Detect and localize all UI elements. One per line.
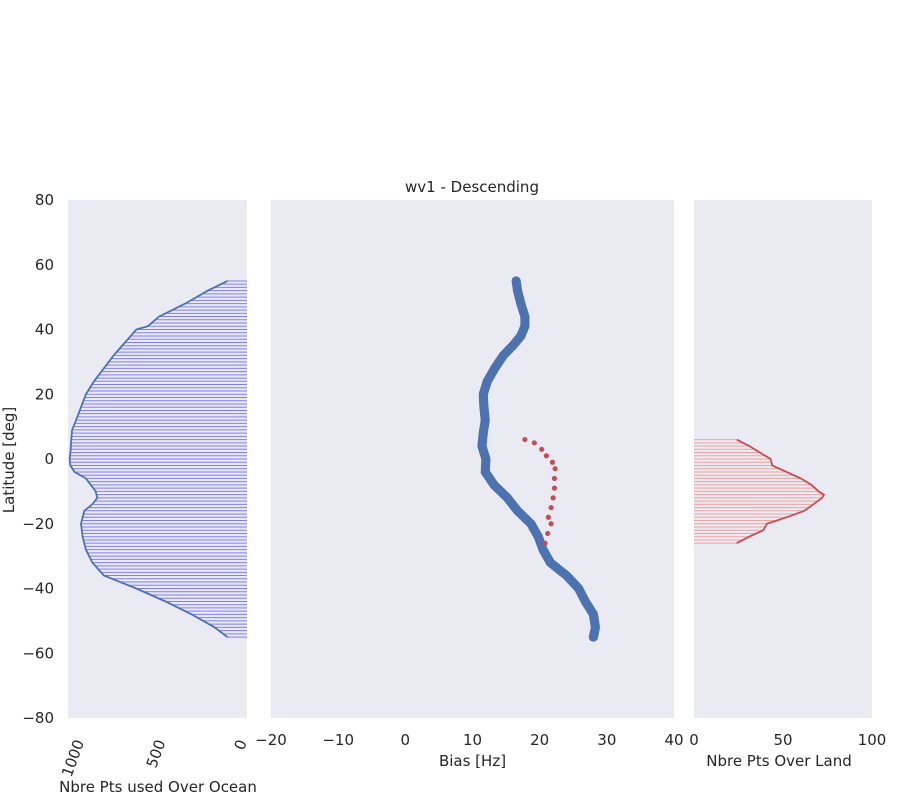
bias-land-point <box>531 440 537 446</box>
latitude-tick-label: −20 <box>22 515 54 533</box>
ocean-count-axis-ticks: 1000 500 0 <box>58 737 251 779</box>
land-count-marks <box>694 438 826 544</box>
count-profile-line <box>68 280 229 638</box>
bias-land-point <box>551 475 558 482</box>
bias-tick-label: 30 <box>597 731 616 749</box>
figure-title: wv1 - Descending <box>405 178 539 196</box>
ocean-count-panel: 80 60 40 20 0 −20 −40 −60 −80 1000 500 0 Latitude … <box>0 191 257 796</box>
bias-ocean-series <box>477 276 601 642</box>
bias-land-series <box>522 436 558 546</box>
land-count-tick-label: 50 <box>773 731 792 749</box>
latitude-tick-label: −60 <box>22 644 54 662</box>
bias-land-point <box>522 436 528 443</box>
latitude-tick-label: −40 <box>22 580 54 598</box>
ocean-count-axis-label: Nbre Pts used Over Ocean <box>59 778 257 796</box>
latitude-tick-label: −80 <box>22 709 54 727</box>
bias-land-point <box>543 453 549 459</box>
bias-ocean-point <box>588 632 599 642</box>
latitude-tick-label: 0 <box>44 450 54 468</box>
ocean-count-tick-label: 1000 <box>58 737 88 779</box>
land-count-axis-ticks: 0 50 100 <box>689 731 886 749</box>
land-count-panel: 0 50 100 Nbre Pts Over Land <box>689 200 886 770</box>
bias-tick-label: 0 <box>401 731 411 749</box>
latitude-tick-label: 60 <box>35 256 54 274</box>
latitude-axis-label: Latitude [deg] <box>0 407 18 513</box>
bias-tick-label: −10 <box>322 731 354 749</box>
bias-land-point <box>542 540 548 546</box>
bias-land-point <box>552 466 558 472</box>
latitude-tick-label: 40 <box>35 321 54 339</box>
ocean-count-tick-label: 0 <box>231 737 251 752</box>
bias-land-point <box>551 485 558 491</box>
bias-panel: −20 −10 0 10 20 30 40 Bias [Hz] <box>255 200 684 770</box>
bias-tick-label: 10 <box>463 731 482 749</box>
land-count-tick-label: 100 <box>858 731 887 749</box>
bias-land-point <box>539 446 545 452</box>
ocean-count-tick-label: 500 <box>143 737 170 770</box>
latitude-tick-label: 80 <box>35 191 54 209</box>
latitude-tick-label: 20 <box>35 385 54 403</box>
bias-land-point <box>550 495 556 501</box>
bias-tick-label: 20 <box>530 731 549 749</box>
count-profile-line <box>736 438 826 544</box>
bias-land-point <box>548 504 554 511</box>
land-count-tick-label: 0 <box>689 731 699 749</box>
latitude-axis-ticks: 80 60 40 20 0 −20 −40 −60 −80 <box>22 191 54 727</box>
bias-land-point <box>545 530 551 537</box>
bias-tick-label: 40 <box>664 731 683 749</box>
bias-land-point <box>548 521 554 527</box>
bias-axis-ticks: −20 −10 0 10 20 30 40 <box>255 731 683 749</box>
ocean-count-marks <box>68 280 247 638</box>
bias-land-point <box>545 514 551 520</box>
bias-axis-label: Bias [Hz] <box>439 752 506 770</box>
land-count-axis-label: Nbre Pts Over Land <box>706 752 852 770</box>
bias-tick-label: −20 <box>255 731 287 749</box>
bias-land-point <box>549 459 556 465</box>
bias-panel-background <box>271 200 674 718</box>
